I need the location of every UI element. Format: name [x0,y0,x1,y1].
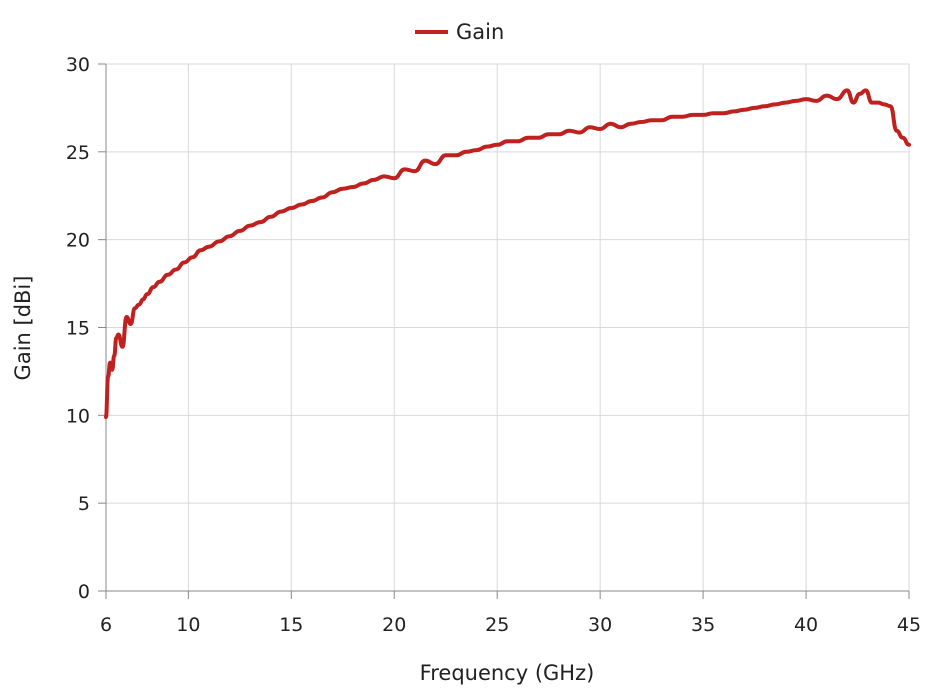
y-tick-label: 15 [66,318,90,340]
x-tick-label: 35 [691,614,715,636]
x-tick-label: 6 [100,614,112,636]
y-tick-label: 25 [66,142,90,164]
y-tick-label: 20 [66,230,90,252]
x-tick-label: 25 [485,614,509,636]
x-tick-label: 40 [794,614,818,636]
x-tick-label: 45 [897,614,921,636]
y-tick-label: 10 [66,405,90,427]
legend: Gain [415,20,504,44]
tick-labels: 0 5 10 15 20 25 30 6 10 15 20 25 30 35 40 45 [66,54,921,636]
series-layer [104,88,911,420]
x-tick-label: 15 [279,614,303,636]
x-tick-label: 10 [176,614,200,636]
y-tick-label: 30 [66,54,90,76]
series-line-gain [104,88,911,420]
legend-label: Gain [456,20,504,44]
y-tick-label: 0 [78,581,90,603]
x-tick-label: 30 [588,614,612,636]
y-axis-title: Gain [dBi] [11,276,35,381]
grid [106,63,910,591]
axes [98,63,910,599]
x-axis-title: Frequency (GHz) [420,661,595,685]
x-tick-label: 20 [382,614,406,636]
y-tick-label: 5 [78,493,90,515]
